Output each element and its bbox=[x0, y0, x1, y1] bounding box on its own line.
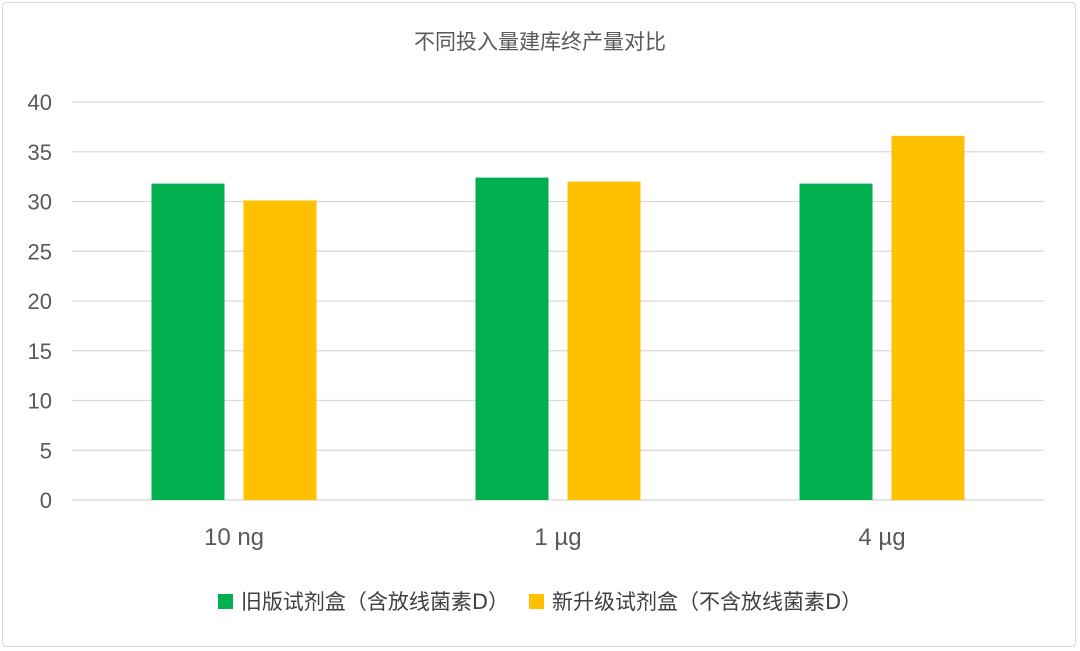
y-tick-label: 25 bbox=[28, 239, 52, 264]
x-tick-label: 10 ng bbox=[204, 524, 264, 551]
legend: 旧版试剂盒（含放线菌素D） 新升级试剂盒（不含放线菌素D） bbox=[0, 586, 1080, 616]
legend-swatch-old-kit bbox=[217, 593, 233, 609]
legend-item-new-kit: 新升级试剂盒（不含放线菌素D） bbox=[529, 586, 862, 616]
bar-old-kit-0 bbox=[151, 183, 225, 500]
bar-old-kit-2 bbox=[799, 183, 873, 500]
x-axis-ticks: 10 ng 1 µg 4 µg bbox=[204, 524, 906, 551]
y-tick-label: 10 bbox=[28, 389, 52, 414]
bar-new-kit-1 bbox=[567, 181, 641, 500]
bar-new-kit-2 bbox=[891, 135, 965, 500]
y-tick-label: 15 bbox=[28, 339, 52, 364]
legend-label-new-kit: 新升级试剂盒（不含放线菌素D） bbox=[552, 590, 863, 614]
y-tick-label: 35 bbox=[28, 140, 52, 165]
y-tick-label: 30 bbox=[28, 190, 52, 215]
legend-item-old-kit: 旧版试剂盒（含放线菌素D） bbox=[217, 586, 509, 616]
legend-swatch-new-kit bbox=[529, 593, 544, 609]
x-tick-label: 4 µg bbox=[858, 524, 905, 551]
y-tick-label: 40 bbox=[28, 90, 52, 115]
gridlines bbox=[72, 101, 1044, 501]
y-tick-label: 20 bbox=[28, 289, 52, 314]
y-tick-label: 0 bbox=[40, 488, 52, 513]
bar-old-kit-1 bbox=[475, 177, 549, 500]
x-tick-label: 1 µg bbox=[534, 524, 581, 551]
y-axis-ticks: 0 5 10 15 20 25 30 35 40 bbox=[28, 90, 52, 513]
legend-label-old-kit: 旧版试剂盒（含放线菌素D） bbox=[240, 590, 509, 614]
y-tick-label: 5 bbox=[40, 438, 52, 463]
bars bbox=[151, 135, 965, 500]
bar-new-kit-0 bbox=[243, 200, 317, 500]
chart-title: 不同投入量建库终产量对比 bbox=[414, 30, 666, 54]
